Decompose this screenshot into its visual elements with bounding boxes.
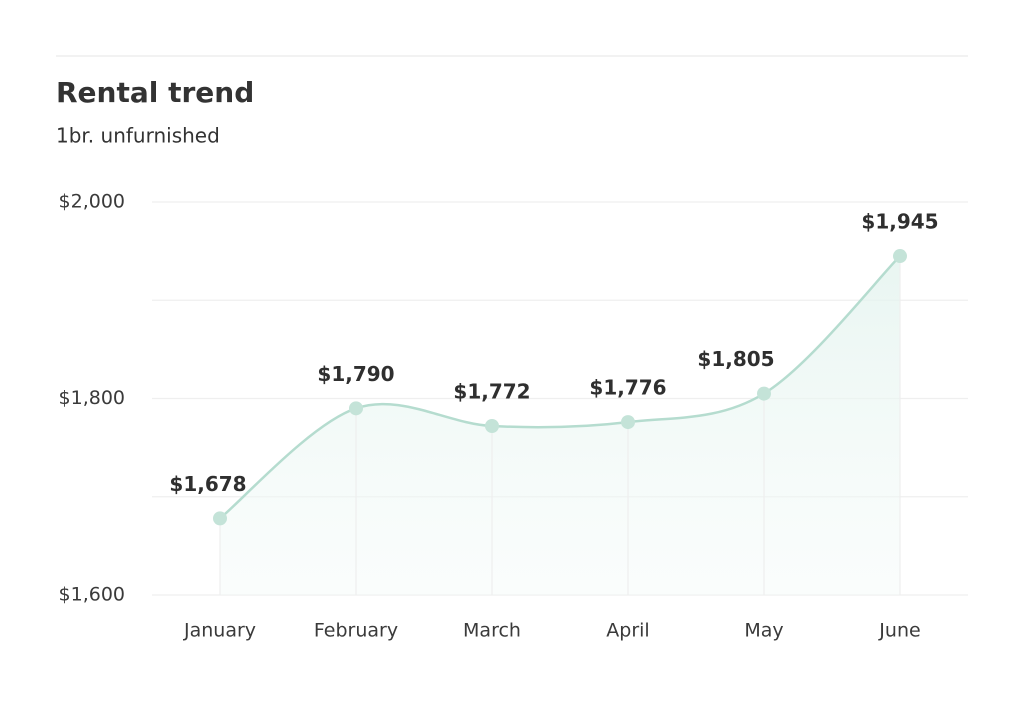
point [349, 401, 363, 416]
point [621, 415, 635, 430]
chart-title: Rental trend [56, 76, 254, 109]
x-tick-label: May [744, 620, 783, 642]
x-tick-label: February [314, 620, 398, 642]
value-label: $1,790 [317, 362, 394, 386]
value-label: $1,805 [697, 347, 774, 371]
value-label: $1,945 [861, 210, 938, 234]
x-tick-label: January [183, 620, 256, 642]
point [757, 386, 771, 401]
chart-subtitle: 1br. unfurnished [56, 124, 220, 148]
line [219, 255, 901, 520]
y-tick-label: $2,000 [59, 191, 125, 213]
value-label: $1,776 [589, 376, 666, 400]
value-label: $1,678 [169, 472, 246, 496]
point [893, 249, 907, 264]
point [485, 419, 499, 434]
y-tick-label: $1,800 [59, 387, 125, 409]
value-label: $1,772 [453, 380, 530, 404]
x-tick-label: June [878, 620, 920, 642]
x-tick-label: March [463, 620, 521, 642]
y-tick-label: $1,600 [59, 584, 125, 606]
area [220, 256, 900, 595]
x-tick-label: April [606, 620, 649, 642]
point [213, 511, 227, 526]
